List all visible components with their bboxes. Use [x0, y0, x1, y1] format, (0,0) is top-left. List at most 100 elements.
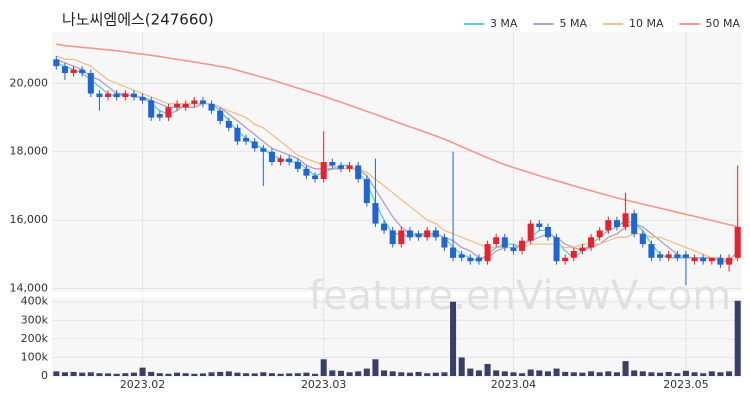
- candle-body: [148, 100, 155, 118]
- legend-label: 5 MA: [559, 17, 587, 30]
- volume-bar: [251, 373, 258, 376]
- candle-body: [475, 257, 482, 262]
- candle-body: [130, 93, 137, 97]
- volume-bar: [605, 371, 612, 376]
- volume-bar: [493, 370, 500, 376]
- volume-bar: [726, 371, 733, 376]
- candle-body: [484, 244, 491, 262]
- volume-bar: [450, 301, 457, 376]
- candle-body: [165, 107, 172, 118]
- candle-body: [243, 138, 250, 142]
- volume-bar: [406, 372, 413, 376]
- volume-bar: [61, 372, 68, 376]
- candle-body: [424, 230, 431, 238]
- legend-label: 50 MA: [705, 17, 740, 30]
- volume-bar: [243, 373, 250, 376]
- candle-body: [174, 103, 181, 108]
- volume-bar: [708, 371, 715, 376]
- volume-bar: [588, 371, 595, 376]
- candle-body: [544, 227, 551, 238]
- volume-bar: [346, 372, 353, 376]
- candle-body: [312, 175, 319, 180]
- volume-bar: [182, 373, 189, 376]
- candle-body: [61, 66, 68, 74]
- volume-bar: [294, 373, 301, 376]
- volume-bar: [217, 371, 224, 376]
- volume-bar: [398, 372, 405, 376]
- y-tick-label: 16,000: [10, 213, 49, 226]
- candle-body: [622, 213, 629, 227]
- legend-label: 10 MA: [629, 17, 664, 30]
- volume-bar: [631, 370, 638, 376]
- candle-body: [605, 220, 612, 231]
- volume-bar: [665, 371, 672, 376]
- volume-bar: [510, 372, 517, 376]
- candle-body: [199, 100, 206, 104]
- y-tick-label: 14,000: [10, 282, 49, 295]
- candle-body: [631, 213, 638, 234]
- volume-bar: [355, 371, 362, 376]
- candle-body: [329, 162, 336, 166]
- volume-bar: [562, 371, 569, 376]
- volume-bar: [105, 373, 112, 376]
- volume-bar: [700, 373, 707, 376]
- candle-body: [217, 110, 224, 121]
- volume-bar: [53, 371, 60, 376]
- candle-body: [493, 237, 500, 245]
- volume-bar: [536, 370, 543, 376]
- x-tick-label: 2023.05: [663, 378, 709, 391]
- volume-bar: [648, 372, 655, 376]
- price-panel: [52, 32, 742, 292]
- candle-body: [579, 247, 586, 251]
- volume-bar: [717, 372, 724, 376]
- y-tick-label: 200k: [21, 332, 49, 345]
- volume-bar: [165, 373, 172, 376]
- ma-line: [56, 43, 738, 228]
- x-tick-label: 2023.02: [120, 378, 166, 391]
- candle-body: [519, 240, 526, 251]
- volume-bar: [458, 357, 465, 376]
- candle-body: [657, 254, 664, 258]
- candle-body: [432, 230, 439, 238]
- candle-body: [691, 257, 698, 262]
- volume-bar: [191, 373, 198, 376]
- volume-bar: [225, 371, 232, 376]
- legend-label: 3 MA: [490, 17, 518, 30]
- candle-body: [113, 93, 120, 97]
- candle-body: [708, 257, 715, 262]
- candle-body: [346, 165, 353, 169]
- volume-bar: [320, 359, 327, 376]
- candle-body: [734, 227, 741, 258]
- volume-bar: [113, 373, 120, 376]
- volume-bar: [734, 300, 741, 376]
- candle-body: [191, 100, 198, 104]
- candle-body: [286, 158, 293, 162]
- y-tick-label: 0: [41, 369, 48, 382]
- volume-bar: [475, 370, 482, 376]
- volume-bar: [87, 372, 94, 376]
- candle-body: [588, 237, 595, 248]
- candle-body: [208, 103, 215, 111]
- volume-bar: [691, 372, 698, 376]
- candle-body: [139, 97, 146, 101]
- volume-bar: [519, 373, 526, 376]
- candle-body: [303, 168, 310, 176]
- candle-body: [294, 162, 301, 169]
- candle-body: [726, 257, 733, 265]
- volume-bar: [579, 372, 586, 376]
- candle-body: [260, 148, 267, 152]
- candle-body: [234, 127, 241, 142]
- volume-bar: [122, 373, 129, 376]
- candle-body: [639, 233, 646, 245]
- candle-body: [96, 93, 103, 97]
- volume-bar: [303, 372, 310, 376]
- volume-bar: [208, 372, 215, 376]
- volume-bar: [79, 372, 86, 376]
- volume-bar: [570, 372, 577, 376]
- candle-body: [682, 254, 689, 258]
- y-tick-label: 20,000: [10, 76, 49, 89]
- volume-bar: [424, 373, 431, 376]
- candle-body: [717, 257, 724, 265]
- volume-bar: [596, 372, 603, 376]
